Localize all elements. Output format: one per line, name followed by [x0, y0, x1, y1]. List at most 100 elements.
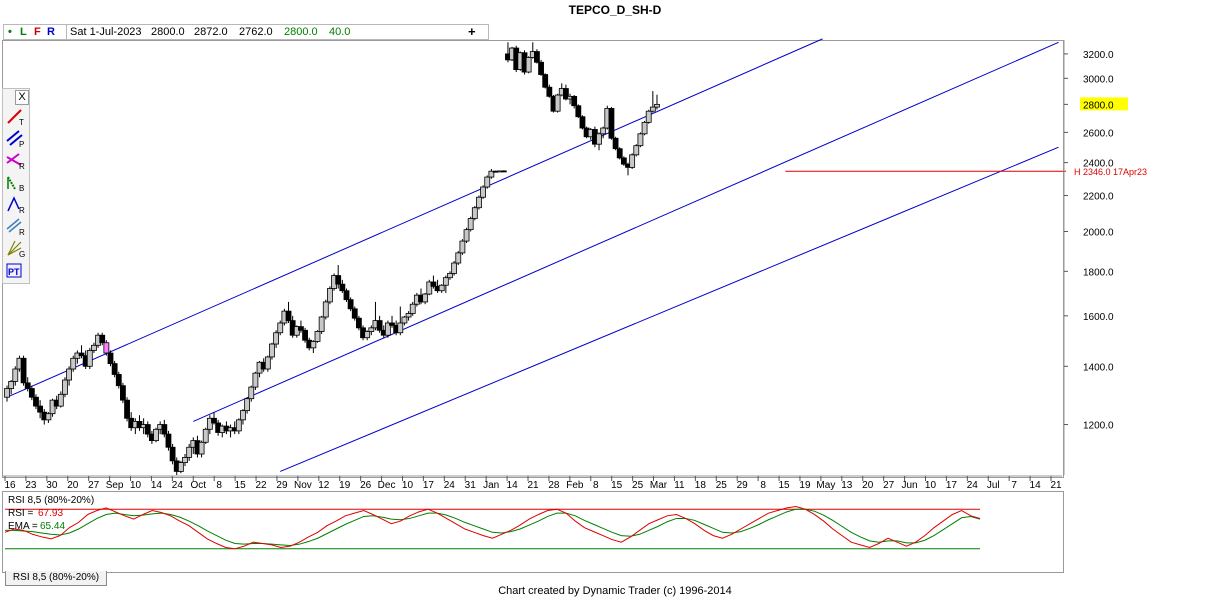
candle-body [335, 275, 342, 285]
svg-text:G: G [19, 250, 25, 259]
candle [33, 394, 39, 410]
candle-body [467, 218, 474, 231]
x-tick-label: Nov [294, 480, 312, 491]
candle-body [401, 316, 408, 324]
candle-body [351, 308, 358, 319]
candle-body [269, 343, 275, 358]
x-tick-label: 23 [25, 480, 37, 491]
x-tick-label: 10 [925, 480, 937, 491]
x-tick-label: Feb [566, 480, 584, 491]
candle [206, 415, 213, 435]
candle-body [389, 322, 395, 326]
candle [347, 297, 354, 312]
candle [12, 366, 19, 386]
candle-body [24, 382, 31, 389]
candle-body [310, 341, 317, 349]
candle [438, 284, 445, 293]
svg-text:R: R [19, 206, 25, 215]
candle [277, 320, 284, 336]
candle [538, 59, 544, 76]
x-tick-label: 16 [4, 480, 16, 491]
chart-title: TEPCO_D_SH-D [568, 3, 662, 17]
candle-body [525, 57, 532, 73]
candle-body [442, 277, 449, 286]
candle-body [455, 252, 462, 264]
channel-line [6, 38, 823, 398]
x-tick-label: 20 [67, 480, 79, 491]
status-dot-icon: • [8, 26, 12, 38]
candle-body [616, 148, 623, 159]
candle [235, 418, 242, 435]
candle-body [37, 405, 44, 413]
candle-body [285, 310, 292, 321]
candle-body [111, 363, 118, 375]
svg-text:B: B [19, 184, 24, 193]
candle-body [563, 88, 569, 100]
candle [542, 73, 549, 89]
ratio-icon[interactable]: R [5, 195, 27, 215]
r-button[interactable]: R [47, 26, 55, 38]
candle [293, 325, 300, 338]
candle [554, 93, 561, 113]
candle [629, 153, 636, 169]
candle [616, 147, 623, 160]
y-tick-label: 2400.0 [1083, 159, 1114, 170]
candle-body [608, 108, 615, 139]
parallel-channel-icon[interactable]: P [5, 129, 27, 149]
pattern-icon[interactable]: R [5, 151, 27, 171]
x-tick-label: 15 [611, 480, 623, 491]
bar-retracement-icon[interactable]: B [5, 173, 27, 193]
candle [335, 265, 342, 289]
candle-body [480, 186, 487, 198]
candle-body [273, 332, 280, 345]
y-tick-label: 3200.0 [1083, 50, 1114, 61]
candle-body [202, 428, 209, 443]
candle-body [314, 331, 321, 342]
gann-fan-icon[interactable]: G [5, 239, 27, 259]
candle [351, 306, 358, 321]
y-tick-label: 2600.0 [1083, 128, 1114, 139]
candle-body [327, 288, 333, 303]
toolbox-close-button[interactable]: X [15, 90, 29, 105]
ratio-lines-icon[interactable]: R [5, 217, 27, 237]
candle [422, 292, 429, 305]
x-tick-label: Oct [190, 480, 206, 491]
candle [376, 315, 383, 333]
candle [136, 415, 143, 431]
candle [409, 301, 416, 316]
trendline-icon[interactable]: T [5, 107, 27, 127]
rsi-panel-label: RSI 8,5 (80%-20%) [8, 495, 94, 506]
candle-body [654, 103, 660, 108]
x-tick-label: 26 [360, 480, 372, 491]
add-icon[interactable]: + [468, 24, 476, 39]
candle [442, 275, 449, 293]
candle [198, 440, 205, 458]
x-tick-label: 20 [862, 480, 874, 491]
candle [571, 95, 578, 109]
rsi-panel[interactable] [2, 491, 1064, 573]
l-button[interactable]: L [20, 26, 27, 38]
candle [579, 115, 586, 130]
candle-body [302, 329, 308, 341]
x-tick-label: Jul [987, 480, 1000, 491]
rsi-tab[interactable]: RSI 8,5 (80%-20%) [5, 571, 107, 586]
y-tick-label: 1600.0 [1083, 312, 1114, 323]
ema-value: 65.44 [40, 521, 65, 532]
candle [144, 421, 151, 438]
candle-body [12, 368, 19, 382]
f-button[interactable]: F [34, 26, 41, 38]
candle [24, 377, 31, 392]
x-tick-label: 24 [444, 480, 456, 491]
candle [322, 299, 329, 320]
candle-body [8, 381, 15, 389]
candle [368, 325, 375, 336]
candle-body [45, 413, 52, 421]
candle-body [169, 446, 176, 462]
candle-body [405, 313, 412, 318]
candle-body [645, 110, 652, 123]
price-time-icon[interactable]: PT [5, 261, 27, 281]
candle-body [500, 170, 507, 173]
candle [339, 279, 346, 293]
candle-body [277, 322, 284, 334]
candle-body [153, 428, 159, 442]
